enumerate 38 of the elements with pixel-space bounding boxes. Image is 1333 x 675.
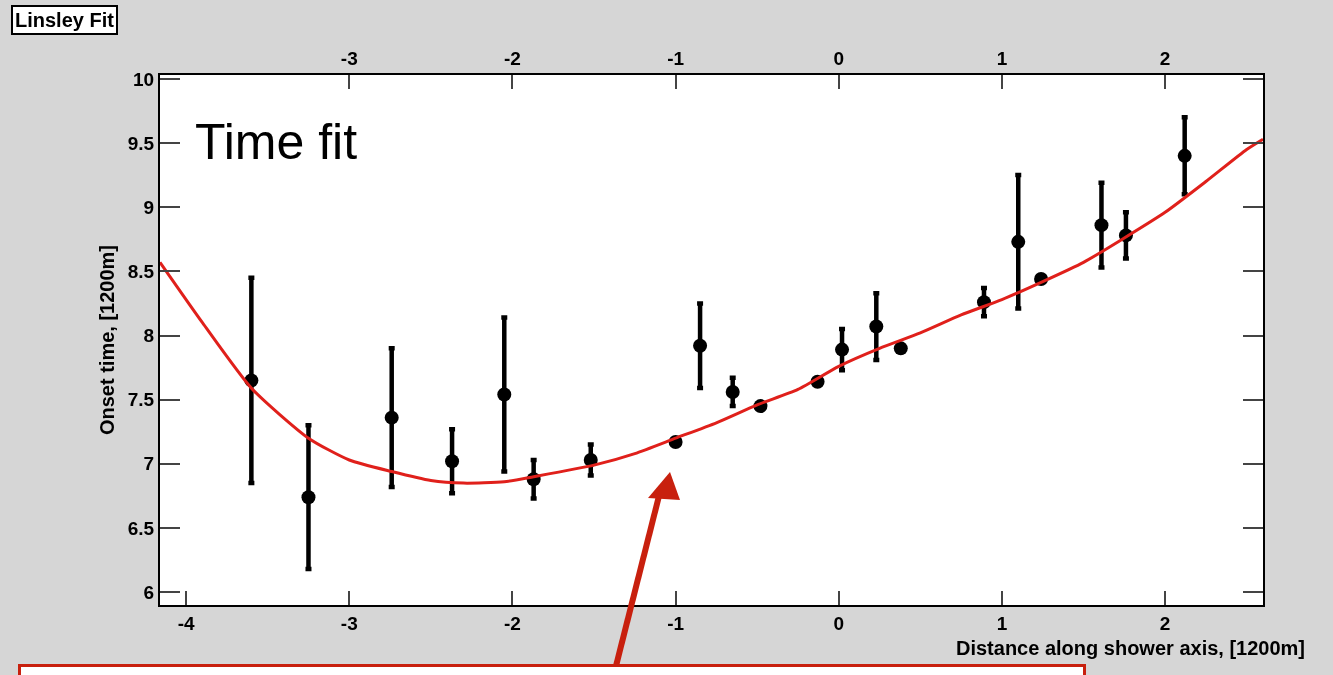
x2-tick-label: 2: [1159, 48, 1171, 70]
x-tick-label: -4: [177, 612, 195, 634]
point: [725, 384, 740, 399]
y-tick-label: 6.5: [127, 517, 155, 539]
point: [384, 410, 399, 425]
x2-tick-label: -2: [503, 48, 521, 70]
x-tick-label: -3: [340, 612, 358, 634]
y-tick-label: 9: [143, 196, 155, 218]
point: [497, 387, 512, 402]
x-tick-label: 0: [833, 612, 845, 634]
x2-tick-label: 0: [833, 48, 845, 70]
point: [869, 319, 884, 334]
point: [893, 341, 908, 356]
y-tick-label: 10: [133, 68, 155, 90]
x-tick-label: -2: [503, 612, 521, 634]
chart-title: Linsley Fit: [15, 9, 115, 31]
point: [1011, 234, 1026, 249]
x-axis-title: Distance along shower axis, [1200m]: [956, 637, 1306, 659]
x-tick-label: 1: [996, 612, 1008, 634]
x2-tick-label: -3: [340, 48, 358, 70]
y-axis-title: Onset time, [1200m]: [95, 244, 118, 436]
point: [301, 490, 316, 505]
y-tick-label: 6: [143, 581, 155, 603]
y-tick-label: 8.5: [127, 260, 155, 282]
point: [1094, 218, 1109, 233]
annotation: Time fit: [195, 114, 358, 170]
point: [1177, 148, 1192, 163]
x-tick-label: -1: [667, 612, 685, 634]
point: [693, 338, 708, 353]
y-tick-label: 9.5: [127, 132, 155, 154]
x2-tick-label: -1: [667, 48, 685, 70]
x2-tick-label: 1: [996, 48, 1008, 70]
y-tick-label: 7: [143, 453, 155, 475]
y-tick-label: 7.5: [127, 389, 155, 411]
point: [445, 454, 460, 469]
point: [835, 342, 850, 357]
y-tick-label: 8: [143, 325, 155, 347]
x-tick-label: 2: [1159, 612, 1171, 634]
